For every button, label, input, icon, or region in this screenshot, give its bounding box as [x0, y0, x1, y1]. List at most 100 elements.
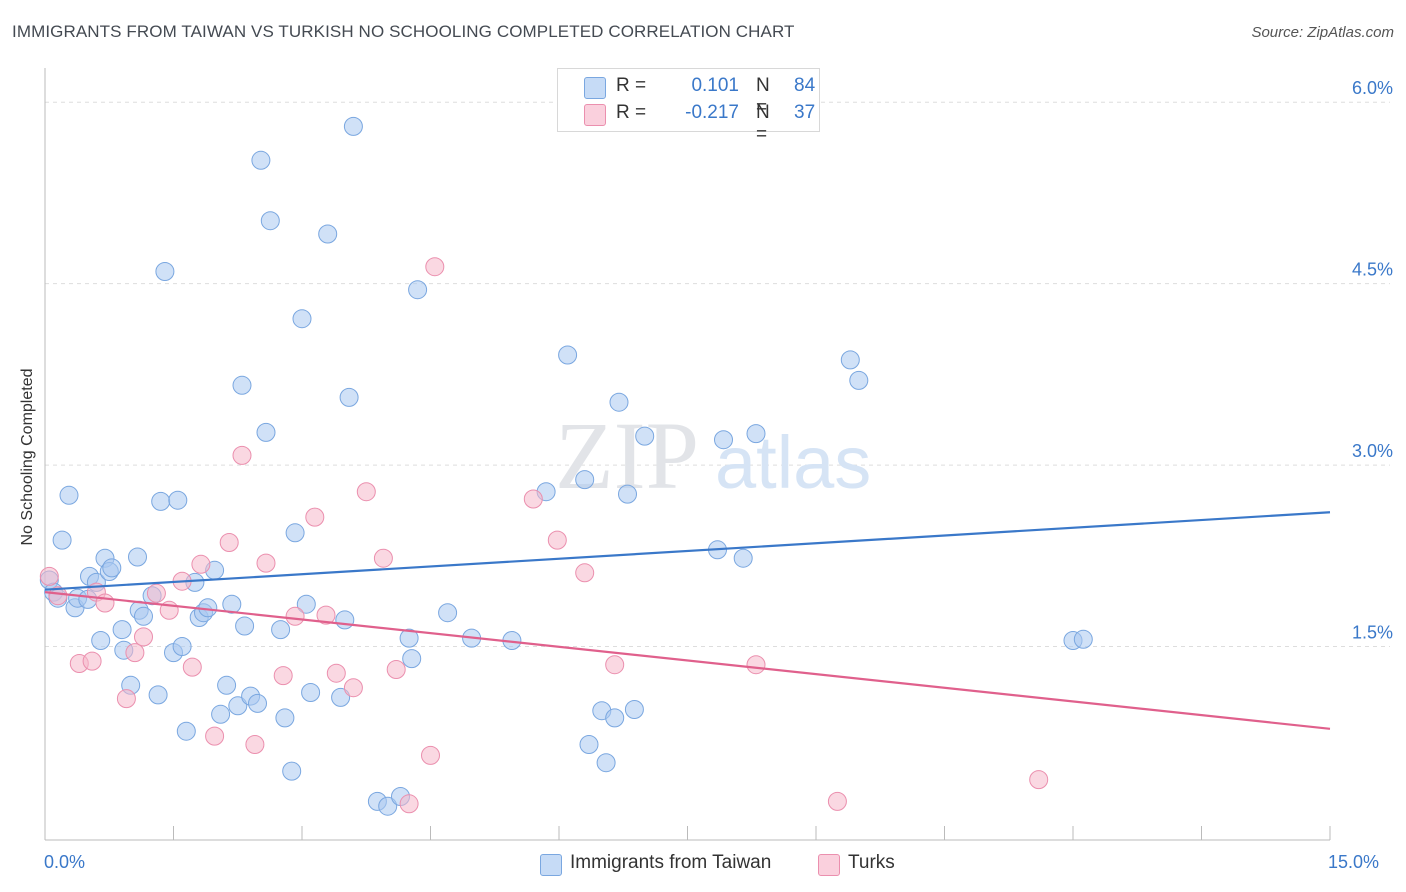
turks-point [116, 689, 136, 709]
bottom-legend-label-taiwan: Immigrants from Taiwan [570, 852, 772, 873]
taiwan-point [596, 753, 616, 773]
taiwan-point [292, 309, 312, 329]
turks-point [125, 643, 145, 663]
turks-point [285, 606, 305, 626]
taiwan-point [282, 761, 302, 781]
turks-point [746, 655, 766, 675]
taiwan-point [605, 708, 625, 728]
turks-point [182, 657, 202, 677]
turks-trend-line [44, 591, 1331, 730]
legend-n-label: N = [756, 102, 770, 145]
source-credit: Source: ZipAtlas.com [1251, 24, 1394, 41]
turks-point [95, 593, 115, 613]
taiwan-point [251, 150, 271, 170]
legend-n-value: 37 [794, 102, 816, 123]
taiwan-point [408, 280, 428, 300]
taiwan-point [296, 594, 316, 614]
x-tick-label-min: 0.0% [44, 852, 86, 872]
taiwan-point [248, 693, 267, 713]
taiwan-point [331, 687, 351, 707]
y-axis-label: No Schooling Completed [19, 368, 36, 546]
taiwan-point [235, 616, 255, 636]
turks-point [425, 257, 445, 277]
legend-n-label: N = [756, 75, 770, 118]
legend-r-value: 0.101 [691, 75, 739, 96]
taiwan-point [211, 704, 231, 724]
taiwan-point [438, 603, 458, 623]
axes [44, 68, 1331, 841]
taiwan-point [148, 685, 168, 705]
chart-title: IMMIGRANTS FROM TAIWAN VS TURKISH NO SCH… [12, 22, 795, 41]
taiwan-point [378, 796, 398, 816]
y-tick-label: 4.5% [1352, 260, 1393, 280]
legend-swatch-taiwan [584, 77, 606, 99]
turks-point [232, 445, 252, 465]
taiwan-point [52, 530, 72, 550]
turks-point [343, 678, 363, 698]
turks-point [134, 627, 153, 647]
taiwan-point [746, 424, 766, 444]
turks-point [245, 735, 265, 754]
taiwan-point [609, 392, 629, 412]
turks-point [386, 660, 406, 679]
legend-swatch-turks [584, 104, 606, 126]
turks-point [316, 605, 336, 625]
watermark-atlas: atlas [715, 421, 871, 504]
taiwan-point [575, 470, 595, 490]
turks-point [48, 586, 68, 606]
taiwan-point [222, 594, 242, 614]
taiwan-point [301, 683, 321, 702]
bottom-legend-label-turks: Turks [848, 852, 895, 873]
taiwan-point [339, 387, 359, 407]
taiwan-point [1073, 629, 1093, 649]
taiwan-point [285, 523, 305, 543]
taiwan-point [271, 620, 291, 640]
bottom-legend-swatch-taiwan [540, 854, 562, 876]
turks-point [39, 566, 59, 586]
taiwan-point [635, 426, 655, 446]
taiwan-point [579, 735, 599, 754]
y-tick-labels: 1.5% 3.0% 4.5% 6.0% [1352, 78, 1393, 642]
turks-point [205, 726, 225, 746]
taiwan-point [168, 490, 188, 510]
turks-point [326, 663, 346, 683]
turks-point [146, 583, 166, 603]
turks-point [256, 553, 276, 573]
taiwan-point [318, 224, 338, 244]
taiwan-point [102, 558, 122, 578]
y-tick-label: 1.5% [1352, 623, 1393, 643]
turks-point [575, 563, 595, 583]
taiwan-point [134, 606, 153, 626]
turks-point [399, 794, 419, 814]
y-tick-label: 6.0% [1352, 78, 1393, 98]
taiwan-point [260, 211, 280, 231]
taiwan-point [618, 484, 637, 504]
legend-r-label: R = [616, 75, 647, 96]
taiwan-point [275, 708, 295, 728]
turks-point [547, 530, 567, 550]
turks-point [273, 666, 293, 686]
turks-point [305, 507, 325, 527]
y-tick-label: 3.0% [1352, 441, 1393, 461]
taiwan-point [733, 548, 753, 568]
taiwan-point [176, 721, 196, 741]
turks-point [605, 655, 625, 675]
taiwan-point [714, 430, 733, 450]
taiwan-point [256, 422, 276, 442]
taiwan-point [335, 610, 355, 630]
turks-point [523, 489, 543, 509]
taiwan-point [228, 696, 248, 716]
legend-r-value: -0.217 [685, 102, 739, 123]
taiwan-point [558, 345, 578, 365]
turks-point [82, 651, 102, 671]
taiwan-point [232, 375, 252, 395]
grid-lines [45, 101, 1390, 648]
taiwan-point [402, 649, 422, 669]
trend-lines [44, 511, 1331, 730]
turks-point [1029, 770, 1049, 790]
bottom-legend-swatch-turks [818, 854, 840, 876]
legend-r-label: R = [616, 102, 647, 123]
taiwan-point [155, 262, 175, 281]
turks-point [219, 533, 239, 552]
